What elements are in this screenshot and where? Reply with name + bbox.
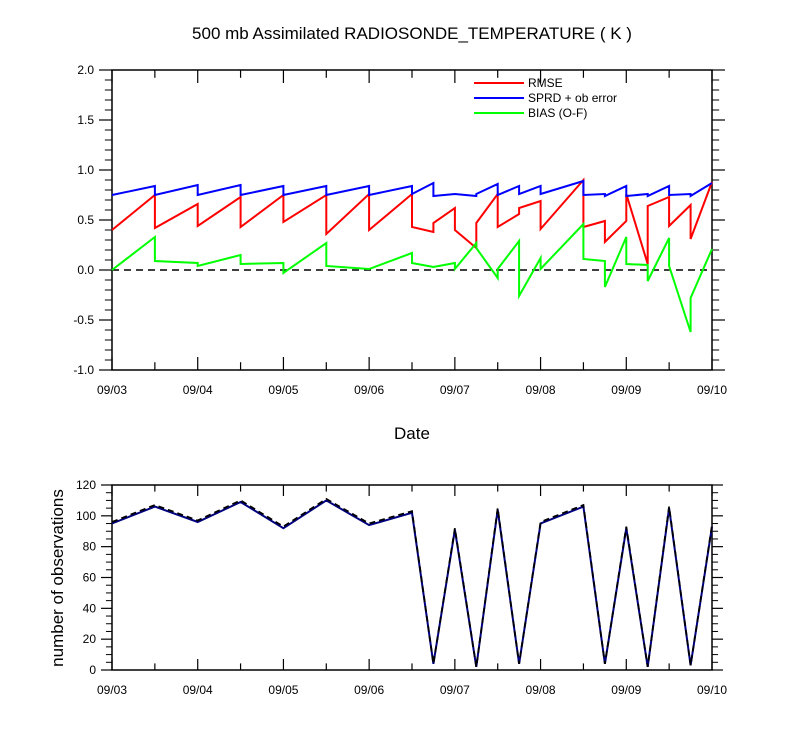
y-tick-label: 100: [76, 509, 96, 523]
x-tick-label: 09/08: [526, 683, 556, 697]
y-tick-label: 0: [89, 663, 96, 677]
y-tick-label: 1.5: [77, 113, 94, 127]
x-tick-label: 09/04: [183, 383, 213, 397]
series-line-2: [111, 221, 713, 333]
x-tick-label: 09/07: [440, 683, 470, 697]
y-tick-label: 60: [83, 571, 97, 585]
y-tick-label: 20: [83, 632, 97, 646]
y-tick-label: 80: [83, 540, 97, 554]
x-tick-label: 09/03: [97, 383, 127, 397]
y-tick-label: 2.0: [77, 63, 94, 77]
y-tick-label: 40: [83, 601, 97, 615]
series-line-1: [111, 179, 713, 198]
x-tick-label: 09/09: [611, 683, 641, 697]
y-tick-label: 1.0: [77, 163, 94, 177]
legend-entry: RMSE: [528, 76, 563, 90]
y-axis-title-observations: number of observations: [48, 489, 67, 667]
series-line-1: [111, 497, 713, 668]
x-tick-label: 09/05: [268, 683, 298, 697]
top-plot: 09/03 09/04 09/05 09/06 09/07 09/08 09/09 09/10…: [73, 63, 727, 397]
x-tick-label: 09/10: [697, 383, 727, 397]
y-tick-label: -1.0: [73, 363, 94, 377]
y-tick-label: 120: [76, 478, 96, 492]
y-tick-label: 0.5: [77, 213, 94, 227]
x-tick-label: 09/05: [268, 383, 298, 397]
legend-entry: SPRD + ob error: [528, 91, 617, 105]
x-tick-label: 09/06: [354, 383, 384, 397]
x-tick-label: 09/09: [611, 383, 641, 397]
x-tick-label: 09/03: [97, 683, 127, 697]
x-tick-label: 09/06: [354, 683, 384, 697]
y-tick-label: 0.0: [77, 263, 94, 277]
series-line-0: [111, 499, 713, 668]
bottom-plot: 09/03 09/04 09/05 09/06 09/07 09/08 09/09 09/10…: [76, 478, 727, 697]
legend-entry: BIAS (O-F): [528, 106, 587, 120]
x-tick-label: 09/08: [526, 383, 556, 397]
y-tick-label: -0.5: [73, 313, 94, 327]
series-line-0: [111, 177, 713, 265]
x-tick-label: 09/07: [440, 383, 470, 397]
x-tick-label: 09/10: [697, 683, 727, 697]
x-axis-title: Date: [394, 424, 430, 443]
chart-title: 500 mb Assimilated RADIOSONDE_TEMPERATUR…: [192, 24, 632, 43]
x-tick-label: 09/04: [183, 683, 213, 697]
